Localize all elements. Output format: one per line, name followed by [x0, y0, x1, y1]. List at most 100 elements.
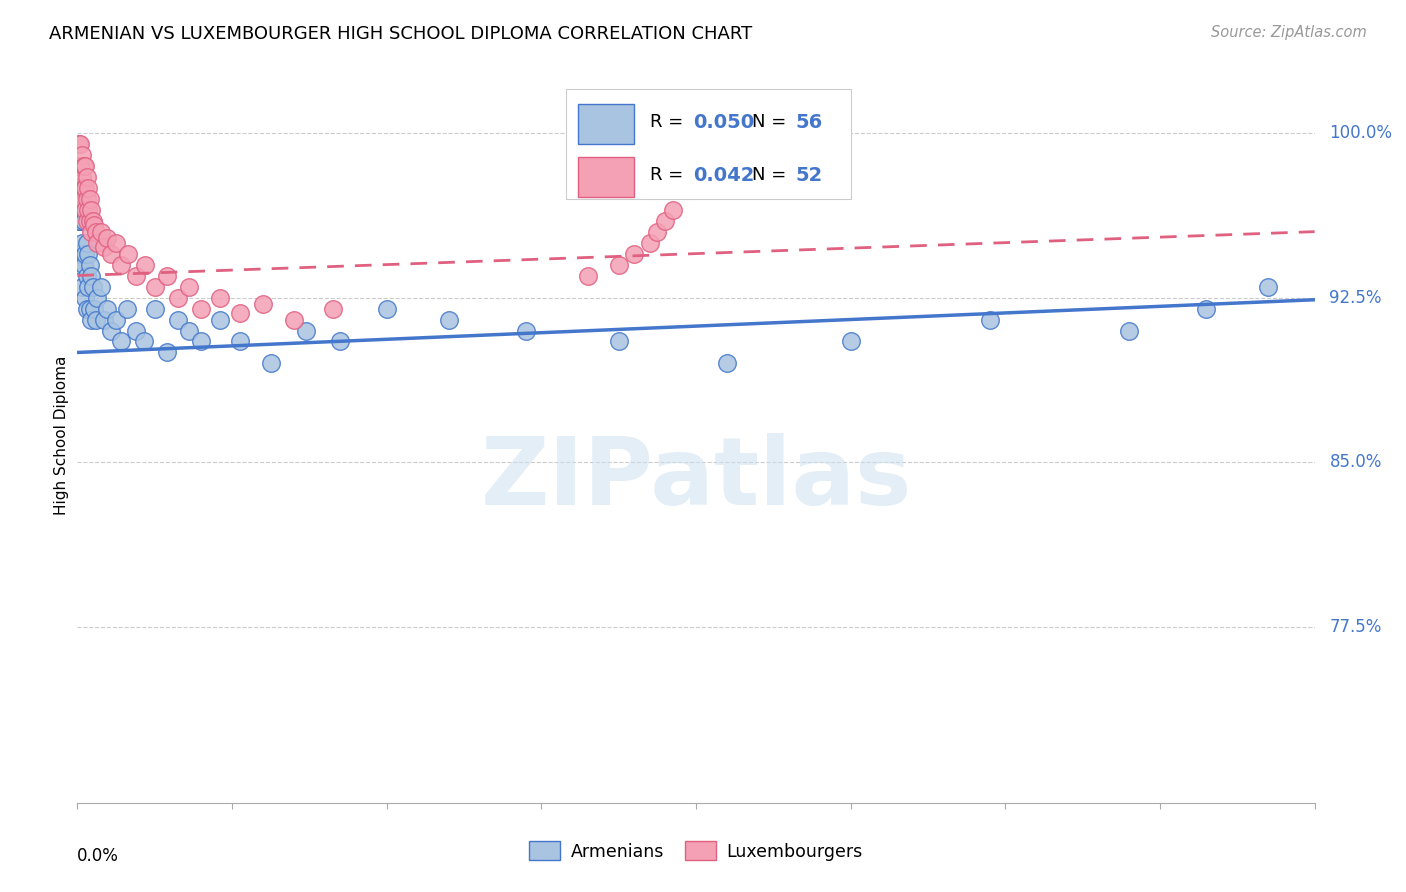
Point: [79, 301, 101, 316]
Point: [437, 312, 460, 326]
Point: [69, 246, 91, 260]
Point: [70, 169, 93, 184]
Text: 56: 56: [794, 112, 823, 132]
Text: ZIPatlas: ZIPatlas: [481, 433, 911, 525]
Point: [83, 301, 105, 316]
Point: [70, 148, 93, 162]
Point: [69, 213, 91, 227]
Point: [76, 169, 98, 184]
Point: [662, 202, 685, 217]
Point: [132, 334, 155, 349]
Point: [607, 258, 630, 272]
Point: [69, 136, 91, 151]
Point: [80, 312, 103, 326]
Point: [76, 235, 98, 250]
Text: N =: N =: [752, 113, 792, 131]
Point: [1118, 324, 1140, 338]
Point: [638, 235, 661, 250]
Text: 77.5%: 77.5%: [1330, 618, 1382, 636]
Point: [96, 231, 118, 245]
Point: [252, 297, 274, 311]
Point: [69, 159, 91, 173]
Point: [1195, 301, 1218, 316]
Point: [82, 279, 104, 293]
Text: Source: ZipAtlas.com: Source: ZipAtlas.com: [1211, 25, 1367, 40]
Point: [716, 356, 738, 370]
Point: [76, 268, 98, 283]
Point: [70, 279, 93, 293]
Point: [110, 258, 132, 272]
Point: [75, 202, 96, 217]
FancyBboxPatch shape: [578, 157, 634, 197]
Point: [134, 258, 156, 272]
Point: [70, 202, 93, 217]
Point: [190, 301, 212, 316]
Point: [90, 279, 111, 293]
Point: [167, 291, 190, 305]
Point: [77, 202, 100, 217]
Point: [177, 279, 200, 293]
Point: [77, 180, 100, 194]
Point: [70, 235, 93, 250]
Point: [90, 225, 111, 239]
Point: [75, 246, 96, 260]
Point: [979, 312, 1001, 326]
Point: [77, 246, 100, 260]
Point: [156, 268, 179, 283]
Point: [67, 136, 90, 151]
Point: [105, 235, 127, 250]
Point: [80, 202, 103, 217]
Text: 0.0%: 0.0%: [77, 847, 120, 865]
Point: [77, 279, 100, 293]
Point: [576, 268, 599, 283]
Point: [75, 159, 96, 173]
Point: [329, 334, 352, 349]
Point: [156, 345, 179, 359]
Legend: Armenians, Luxembourgers: Armenians, Luxembourgers: [522, 835, 870, 868]
Point: [100, 246, 122, 260]
Text: 100.0%: 100.0%: [1330, 124, 1392, 142]
Point: [322, 301, 344, 316]
Point: [623, 246, 645, 260]
Point: [72, 258, 94, 272]
Point: [72, 213, 94, 227]
Text: N =: N =: [752, 166, 792, 184]
Point: [69, 180, 91, 194]
Point: [260, 356, 283, 370]
Point: [100, 324, 122, 338]
Point: [1257, 279, 1279, 293]
Point: [115, 301, 138, 316]
Point: [67, 180, 90, 194]
Point: [80, 268, 103, 283]
Point: [72, 159, 94, 173]
Point: [76, 213, 98, 227]
Text: 92.5%: 92.5%: [1330, 288, 1382, 307]
Y-axis label: High School Diploma: High School Diploma: [53, 355, 69, 515]
Point: [72, 180, 94, 194]
Point: [654, 213, 676, 227]
Point: [76, 192, 98, 206]
Point: [93, 240, 115, 254]
Text: ARMENIAN VS LUXEMBOURGER HIGH SCHOOL DIPLOMA CORRELATION CHART: ARMENIAN VS LUXEMBOURGER HIGH SCHOOL DIP…: [49, 25, 752, 43]
Point: [69, 180, 91, 194]
Point: [79, 192, 101, 206]
Point: [839, 334, 862, 349]
Point: [75, 291, 96, 305]
Text: R =: R =: [650, 113, 689, 131]
Point: [80, 225, 103, 239]
Point: [84, 312, 107, 326]
Point: [208, 291, 231, 305]
Point: [283, 312, 305, 326]
Text: 0.050: 0.050: [693, 112, 755, 132]
Point: [70, 192, 93, 206]
Point: [167, 312, 190, 326]
Point: [93, 312, 115, 326]
Point: [125, 268, 148, 283]
Text: 0.042: 0.042: [693, 166, 755, 185]
Point: [208, 312, 231, 326]
Point: [75, 180, 96, 194]
Point: [177, 324, 200, 338]
Point: [86, 235, 108, 250]
Text: 85.0%: 85.0%: [1330, 453, 1382, 471]
Point: [79, 258, 101, 272]
